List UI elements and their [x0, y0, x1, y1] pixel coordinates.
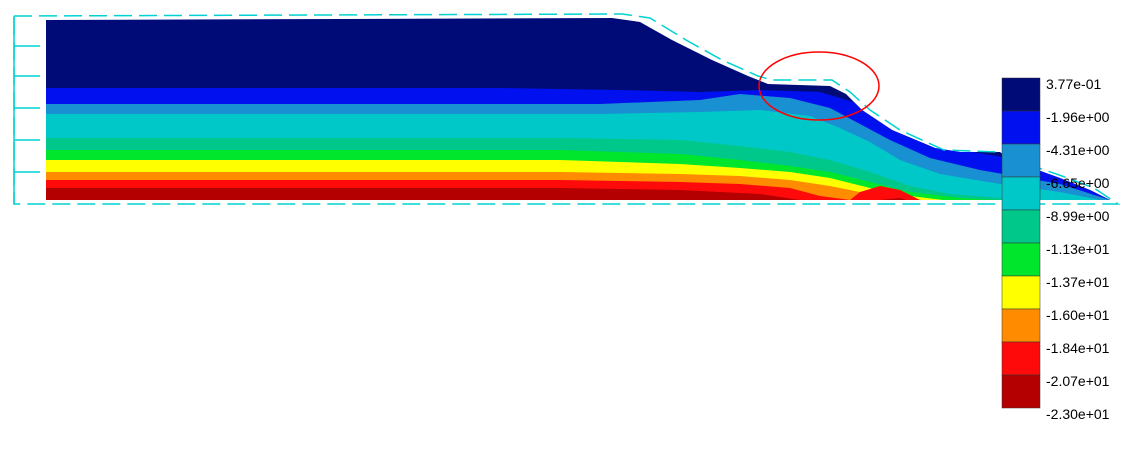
legend-label: -4.31e+00 [1046, 142, 1110, 158]
model-boundary [13, 13, 1121, 205]
legend-label: -1.37e+01 [1046, 274, 1110, 290]
boundary-outline [13, 13, 1121, 205]
legend-swatch [1001, 242, 1041, 277]
legend-swatch [1001, 275, 1041, 310]
legend-swatch [1001, 143, 1041, 178]
legend-label: -2.07e+01 [1046, 373, 1110, 389]
legend-swatch [1001, 209, 1041, 244]
left-support-marks [13, 16, 40, 204]
legend-swatch [1001, 176, 1041, 211]
legend-swatch [1001, 308, 1041, 343]
legend-label: -1.84e+01 [1046, 340, 1110, 356]
legend-swatch [1001, 374, 1041, 409]
contour-bands [46, 18, 1110, 200]
band-level-10 [46, 188, 1110, 200]
legend-label: -2.30e+01 [1046, 406, 1110, 422]
highlight-circle [758, 51, 880, 121]
legend-swatch [1001, 77, 1041, 112]
legend-label: 3.77e-01 [1046, 76, 1101, 92]
legend-swatch [1001, 341, 1041, 376]
legend-label: -1.13e+01 [1046, 241, 1110, 257]
legend-label: -1.96e+00 [1046, 109, 1110, 125]
legend-swatch [1001, 110, 1041, 145]
legend-label: -8.99e+00 [1046, 208, 1110, 224]
legend-label: -1.60e+01 [1046, 307, 1110, 323]
legend-label: -6.65e+00 [1046, 175, 1110, 191]
color-legend: 3.77e-01 -1.96e+00 -4.31e+00 -6.65e+00 -8.99… [1001, 76, 1110, 422]
